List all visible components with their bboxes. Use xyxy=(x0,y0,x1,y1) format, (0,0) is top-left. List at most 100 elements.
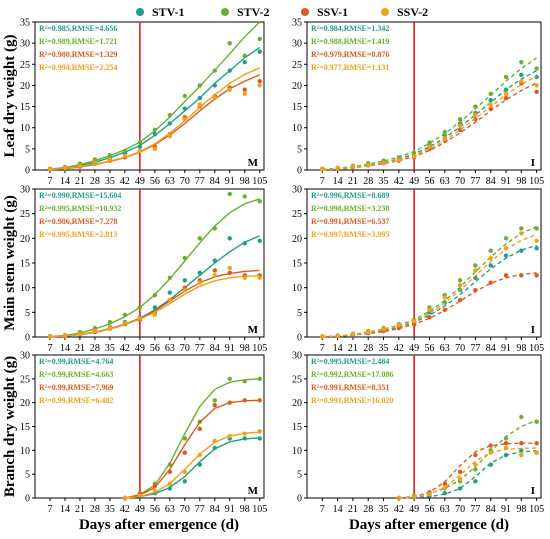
data-point xyxy=(350,164,356,169)
chart-panel: 0 5 10 15 20 25 30 35 7 14 21 28 35 42 49 56 63 70 77 84 91 9… xyxy=(292,18,544,188)
x-tick-label: 56 xyxy=(150,504,160,515)
x-tick-label: 49 xyxy=(409,343,419,354)
plot-frame xyxy=(306,21,542,171)
data-point xyxy=(427,307,432,313)
y-tick-label: 25 xyxy=(292,209,302,220)
data-point xyxy=(473,479,478,484)
fit-statistic: R²=0.995,RMSE=10.932 xyxy=(39,204,121,213)
y-tick-label: 20 xyxy=(292,234,302,245)
data-point xyxy=(152,305,158,310)
fit-line xyxy=(322,272,537,338)
legend: STV-1 STV-2 SSV-1 SSV-2 xyxy=(136,5,428,19)
fit-statistic: R²=0.998,RMSE=3.238 xyxy=(311,204,389,213)
x-tick-label: 14 xyxy=(333,343,343,354)
x-axis-label-left: Days after emergence (d) xyxy=(79,517,239,533)
data-point xyxy=(167,121,173,126)
x-tick-label: 56 xyxy=(424,504,434,515)
data-point xyxy=(488,248,493,253)
fit-line xyxy=(322,75,537,171)
data-point xyxy=(212,402,217,408)
data-point xyxy=(473,263,478,268)
x-tick-label: 49 xyxy=(135,504,145,515)
data-point xyxy=(167,469,173,474)
data-point xyxy=(62,333,68,338)
data-point xyxy=(182,287,188,293)
x-tick-label: 56 xyxy=(424,176,434,187)
fit-line xyxy=(124,378,260,499)
chart-panel: 0 5 10 15 20 25 30 35 7 14 21 28 35 42 49 56 63 70 77 84 91 9… xyxy=(2,18,267,188)
legend-label: STV-1 xyxy=(152,5,184,19)
data-point xyxy=(167,133,173,139)
data-point xyxy=(182,93,188,99)
data-point xyxy=(182,255,188,261)
x-tick-label: 105 xyxy=(252,176,267,187)
data-point xyxy=(488,450,493,455)
fit-statistic: R²=0.991,RMSE=8.351 xyxy=(311,383,389,392)
data-point xyxy=(227,236,232,241)
x-tick-label: 91 xyxy=(501,343,511,354)
data-point xyxy=(122,495,128,501)
x-tick-label: 98 xyxy=(240,504,250,515)
y-tick-label: 10 xyxy=(292,123,302,134)
data-point xyxy=(242,53,247,59)
data-point xyxy=(503,87,509,92)
data-point xyxy=(457,476,463,482)
data-point xyxy=(457,278,463,283)
panel-letter: I xyxy=(531,485,535,497)
data-point xyxy=(167,481,173,486)
data-point xyxy=(197,426,202,432)
data-point xyxy=(242,398,247,403)
data-point xyxy=(503,436,509,441)
data-point xyxy=(182,436,188,441)
chart-panel: 0 5 10 15 20 25 30 7 14 21 28 35 42 49 56 63 70 77 84 91 98 1… xyxy=(2,351,267,516)
fit-statistic: R²=0.99,RMSE=6.482 xyxy=(39,396,113,405)
x-tick-label: 63 xyxy=(165,343,175,354)
x-tick-label: 21 xyxy=(348,343,358,354)
x-tick-label: 35 xyxy=(105,504,115,515)
x-tick-label: 70 xyxy=(180,343,190,354)
x-tick-label: 7 xyxy=(47,504,52,515)
data-point xyxy=(212,273,217,278)
legend-item: SSV-2 xyxy=(381,5,428,19)
x-tick-label: 91 xyxy=(225,343,235,354)
data-point xyxy=(503,91,509,97)
data-point xyxy=(182,278,188,283)
data-point xyxy=(197,83,202,88)
fit-line xyxy=(49,235,260,338)
data-point xyxy=(227,433,232,439)
data-point xyxy=(427,491,432,497)
data-point xyxy=(212,95,217,101)
x-tick-label: 70 xyxy=(455,504,465,515)
y-tick-label: 15 xyxy=(20,102,30,113)
fit-statistic: R²=0.985,RMSE=4.656 xyxy=(39,24,117,33)
data-point xyxy=(47,334,53,339)
x-tick-label: 98 xyxy=(240,176,250,187)
data-point xyxy=(197,270,202,276)
data-point xyxy=(519,452,524,458)
fit-statistic: R²=0.997,RMSE=3.995 xyxy=(311,230,389,239)
data-point xyxy=(212,83,217,88)
x-tick-label: 42 xyxy=(394,504,404,515)
fit-statistic: R²=0.992,RMSE=17.086 xyxy=(311,370,393,379)
y-tick-label: 30 xyxy=(292,39,302,50)
x-tick-label: 84 xyxy=(486,504,496,515)
x-tick-label: 42 xyxy=(120,343,130,354)
data-point xyxy=(396,322,402,328)
data-point xyxy=(107,153,113,158)
data-point xyxy=(381,326,386,332)
data-point xyxy=(534,450,539,455)
data-point xyxy=(519,448,524,453)
data-point xyxy=(442,491,447,496)
data-point xyxy=(488,91,493,97)
fit-line xyxy=(124,431,260,499)
data-point xyxy=(457,123,463,128)
data-point xyxy=(122,312,128,317)
data-point xyxy=(442,295,447,300)
y-tick-label: 10 xyxy=(292,283,302,294)
panel-letter: M xyxy=(248,324,259,336)
x-tick-label: 77 xyxy=(195,176,205,187)
data-point xyxy=(335,333,340,339)
data-point xyxy=(519,248,524,253)
y-tick-label: 10 xyxy=(292,446,302,457)
x-tick-label: 35 xyxy=(105,176,115,187)
